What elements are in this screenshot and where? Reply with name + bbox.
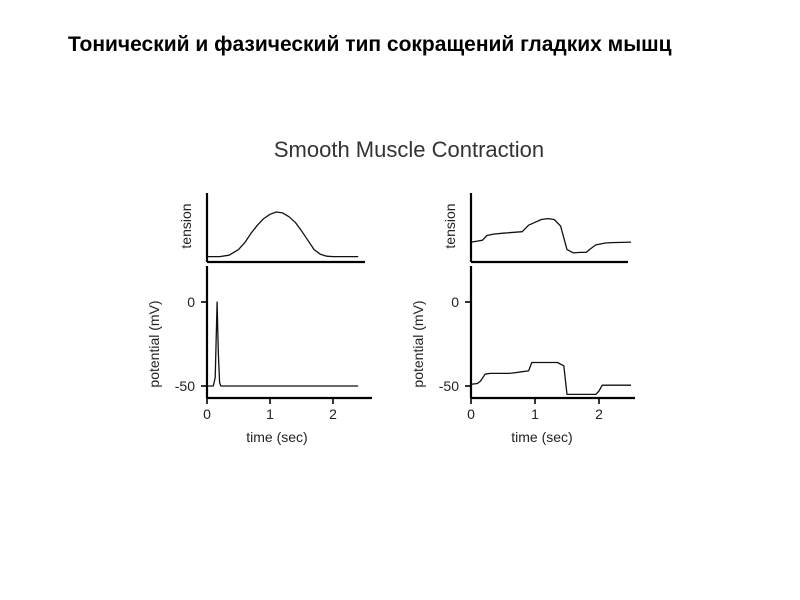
potential-tick-label: -50 [439, 378, 459, 394]
x-tick-label: 2 [329, 406, 337, 422]
figure-title: Smooth Muscle Contraction [274, 137, 544, 162]
x-tick-label: 1 [266, 406, 274, 422]
potential-trace [207, 301, 359, 387]
potential-ylabel: potential (mV) [146, 300, 162, 387]
x-tick-label: 2 [595, 406, 603, 422]
panel-phasic: tension potential (mV) time (sec) 0 -50 0 1… [146, 193, 372, 445]
potential-tick-label: 0 [451, 294, 459, 310]
x-tick-label: 0 [467, 406, 475, 422]
tension-ylabel: tension [178, 203, 194, 248]
potential-trace [470, 361, 631, 396]
potential-ylabel: potential (mV) [410, 300, 426, 387]
x-tick-label: 1 [531, 406, 539, 422]
tension-ylabel: tension [442, 203, 458, 248]
x-axis-label: time (sec) [246, 429, 307, 445]
x-tick-label: 0 [203, 406, 211, 422]
slide-title: Тонический и фазический тип сокращений г… [68, 33, 672, 56]
tension-trace [470, 217, 632, 254]
potential-tick-label: -50 [175, 378, 195, 394]
tension-trace [207, 211, 359, 258]
panel-tonic: tension potential (mV) time (sec) 0 -50 0 1… [410, 193, 635, 445]
x-axis-label: time (sec) [511, 429, 572, 445]
potential-tick-label: 0 [187, 294, 195, 310]
